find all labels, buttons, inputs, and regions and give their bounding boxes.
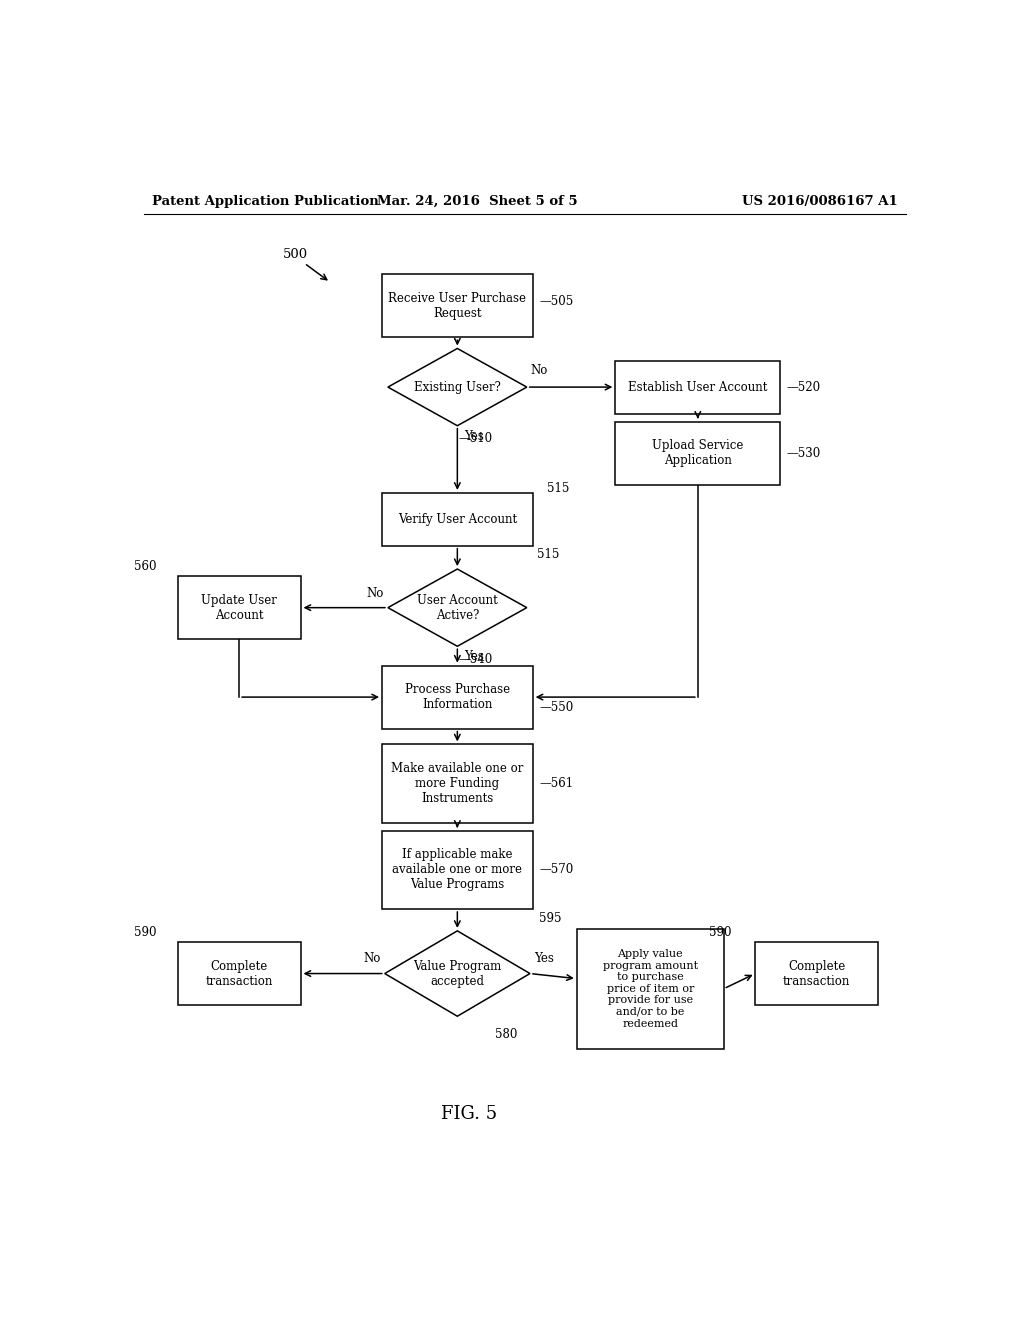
Text: —530: —530	[786, 446, 821, 459]
Bar	[577, 929, 724, 1049]
Bar	[177, 576, 301, 639]
Text: Patent Application Publication: Patent Application Publication	[152, 194, 379, 207]
Text: Yes: Yes	[464, 430, 483, 442]
Text: Process Purchase
Information: Process Purchase Information	[404, 682, 510, 711]
Text: —505: —505	[539, 296, 573, 308]
Text: No: No	[367, 586, 384, 599]
Text: FIG. 5: FIG. 5	[441, 1105, 498, 1123]
Text: —561: —561	[539, 777, 573, 789]
Text: 595: 595	[539, 912, 561, 925]
Bar	[615, 360, 780, 413]
Text: Upload Service
Application: Upload Service Application	[652, 440, 743, 467]
Text: Apply value
program amount
to purchase
price of item or
provide for use
and/or t: Apply value program amount to purchase p…	[603, 949, 697, 1028]
Text: 590: 590	[134, 927, 157, 940]
Polygon shape	[388, 348, 526, 426]
Text: Mar. 24, 2016  Sheet 5 of 5: Mar. 24, 2016 Sheet 5 of 5	[377, 194, 578, 207]
Text: Value Program
accepted: Value Program accepted	[414, 960, 502, 987]
Text: Establish User Account: Establish User Account	[628, 380, 768, 393]
Text: Yes: Yes	[464, 651, 483, 664]
Text: No: No	[530, 364, 548, 378]
Text: Yes: Yes	[534, 953, 554, 965]
Text: 580: 580	[496, 1028, 518, 1041]
Text: Complete
transaction: Complete transaction	[783, 960, 851, 987]
Bar	[177, 942, 301, 1005]
Text: —510: —510	[459, 433, 494, 445]
Text: User Account
Active?: User Account Active?	[417, 594, 498, 622]
Bar	[756, 942, 879, 1005]
Text: —520: —520	[786, 380, 821, 393]
Text: —570: —570	[539, 863, 573, 876]
Bar	[615, 421, 780, 484]
Bar	[382, 744, 532, 822]
Text: Existing User?: Existing User?	[414, 380, 501, 393]
Text: 515: 515	[537, 548, 559, 561]
Bar	[382, 830, 532, 909]
Text: 560: 560	[134, 561, 157, 573]
Bar	[382, 665, 532, 729]
Bar	[382, 275, 532, 338]
Text: 500: 500	[283, 248, 308, 261]
Polygon shape	[385, 931, 530, 1016]
Text: US 2016/0086167 A1: US 2016/0086167 A1	[742, 194, 898, 207]
Text: If applicable make
available one or more
Value Programs: If applicable make available one or more…	[392, 849, 522, 891]
Text: No: No	[364, 953, 381, 965]
Text: Verify User Account: Verify User Account	[397, 512, 517, 525]
Text: Update User
Account: Update User Account	[201, 594, 278, 622]
Text: —550: —550	[539, 701, 573, 714]
Text: Complete
transaction: Complete transaction	[206, 960, 272, 987]
Text: Receive User Purchase
Request: Receive User Purchase Request	[388, 292, 526, 319]
Text: 515: 515	[547, 482, 569, 495]
Text: 590: 590	[710, 927, 732, 940]
Text: —540: —540	[459, 653, 494, 667]
Text: Make available one or
more Funding
Instruments: Make available one or more Funding Instr…	[391, 762, 523, 805]
Polygon shape	[388, 569, 526, 647]
Bar	[382, 492, 532, 545]
